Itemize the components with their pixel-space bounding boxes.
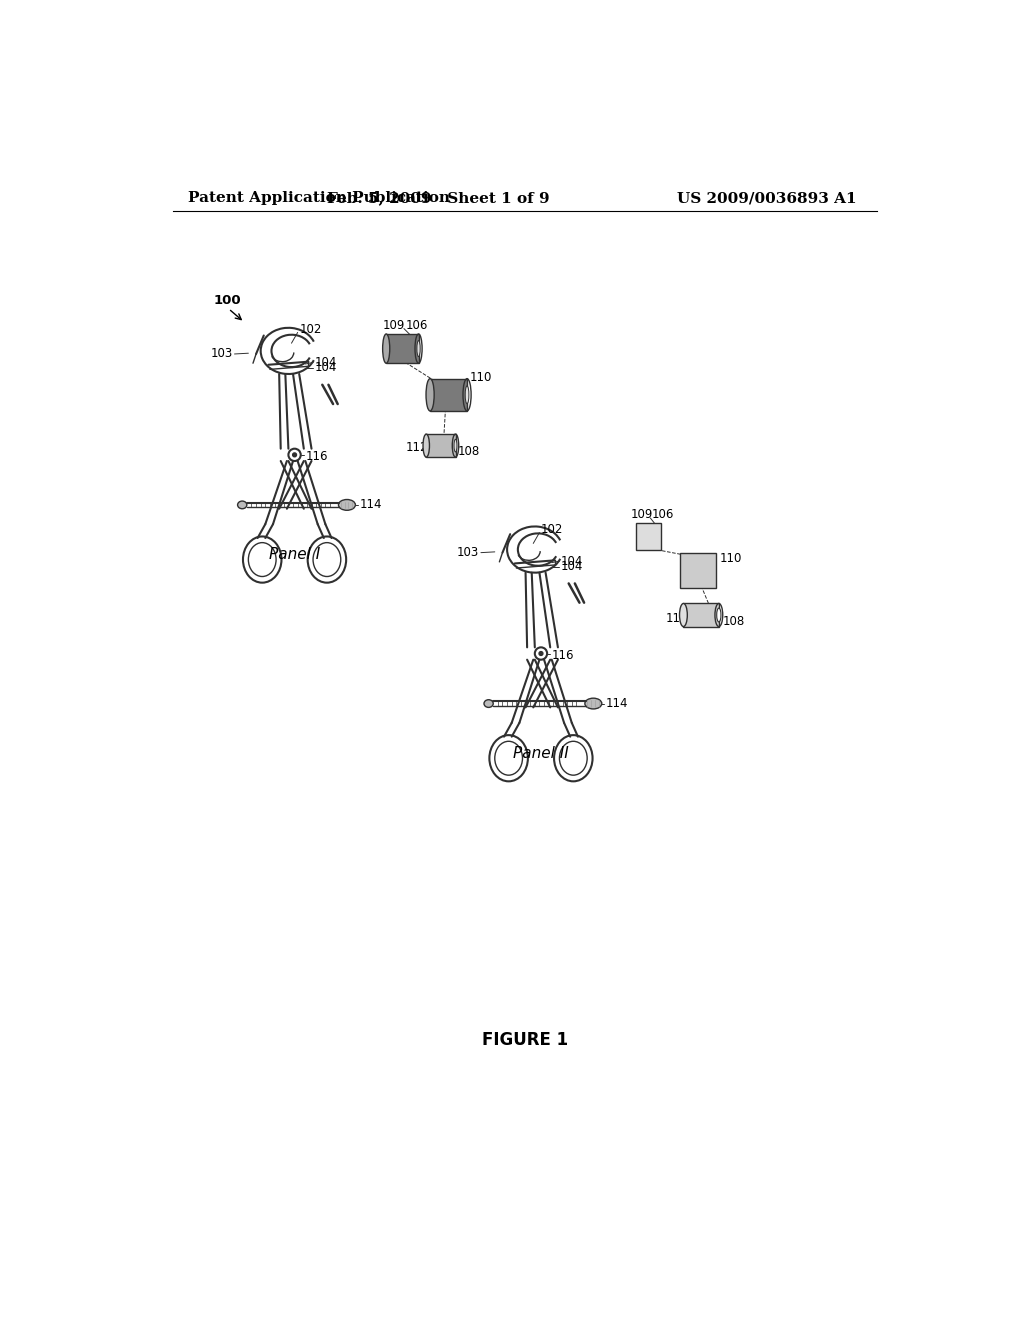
Ellipse shape xyxy=(465,385,469,404)
Ellipse shape xyxy=(423,434,429,457)
Ellipse shape xyxy=(426,379,434,411)
Ellipse shape xyxy=(383,334,390,363)
Bar xyxy=(426,434,456,457)
Text: 114: 114 xyxy=(359,499,382,511)
Text: 108: 108 xyxy=(723,615,744,628)
Circle shape xyxy=(535,647,547,660)
Text: Panel I: Panel I xyxy=(269,548,321,562)
Ellipse shape xyxy=(417,341,420,356)
Text: 100: 100 xyxy=(214,294,242,308)
Bar xyxy=(637,523,662,550)
Text: 116: 116 xyxy=(305,450,328,463)
Text: US 2009/0036893 A1: US 2009/0036893 A1 xyxy=(677,191,857,206)
Text: 106: 106 xyxy=(406,319,428,333)
Text: 116: 116 xyxy=(552,648,574,661)
Text: 104: 104 xyxy=(561,560,584,573)
Bar xyxy=(430,379,467,411)
Text: 112: 112 xyxy=(406,441,428,454)
Text: 104: 104 xyxy=(314,356,337,370)
Ellipse shape xyxy=(238,502,247,508)
Circle shape xyxy=(293,453,297,457)
Ellipse shape xyxy=(680,603,687,627)
Text: 102: 102 xyxy=(541,523,563,536)
Bar xyxy=(386,334,419,363)
Text: 109: 109 xyxy=(631,508,652,521)
Ellipse shape xyxy=(454,440,457,451)
Text: 108: 108 xyxy=(458,445,480,458)
Text: 103: 103 xyxy=(457,546,479,560)
Ellipse shape xyxy=(484,700,494,708)
Text: FIGURE 1: FIGURE 1 xyxy=(481,1031,568,1049)
Bar xyxy=(680,553,716,589)
Text: 103: 103 xyxy=(211,347,233,360)
Text: 104: 104 xyxy=(561,554,584,568)
Ellipse shape xyxy=(717,609,721,622)
Text: 110: 110 xyxy=(720,552,742,565)
Bar xyxy=(683,603,719,627)
Text: 114: 114 xyxy=(605,697,628,710)
Ellipse shape xyxy=(339,499,355,511)
Circle shape xyxy=(539,652,543,656)
Circle shape xyxy=(289,449,301,461)
Text: 104: 104 xyxy=(314,362,337,375)
Text: 106: 106 xyxy=(652,508,674,521)
Ellipse shape xyxy=(585,698,602,709)
Text: Panel II: Panel II xyxy=(513,746,569,762)
Text: 102: 102 xyxy=(299,323,322,335)
Text: 109: 109 xyxy=(382,319,404,333)
Text: 110: 110 xyxy=(470,371,493,384)
Text: Feb. 5, 2009   Sheet 1 of 9: Feb. 5, 2009 Sheet 1 of 9 xyxy=(328,191,550,206)
Text: 112: 112 xyxy=(666,611,688,624)
Text: Patent Application Publication: Patent Application Publication xyxy=(188,191,451,206)
